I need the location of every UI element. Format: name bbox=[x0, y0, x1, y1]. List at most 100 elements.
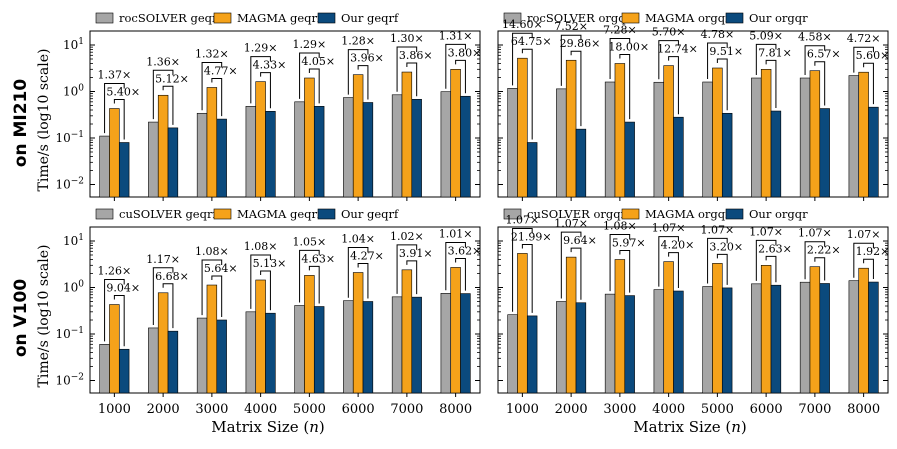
legend-label: Our orgqr bbox=[749, 11, 808, 25]
bar bbox=[556, 301, 567, 394]
speedup-label-upper: 1.07× bbox=[749, 225, 783, 238]
speedup-bracket-upper bbox=[299, 52, 320, 99]
bar bbox=[391, 296, 403, 394]
bar bbox=[118, 348, 130, 394]
chart-mi210-geqrf: 10−2 10−1 100 101 rocSOLVER geqrf MAGMA geqrf… bbox=[55, 11, 481, 201]
speedup-label-upper: 7.28× bbox=[603, 24, 637, 37]
bar bbox=[809, 70, 821, 198]
speedup-bracket-lower bbox=[668, 56, 679, 115]
speedup-label-lower: 5.60× bbox=[856, 49, 890, 62]
chart-mi210-orgqr: rocSOLVER orgqr MAGMA orgqr2 Our orgqr 64.7… bbox=[497, 11, 890, 201]
bar bbox=[721, 112, 733, 198]
speedup-bracket-lower bbox=[455, 257, 466, 291]
plot-frame bbox=[497, 226, 889, 394]
speedup-label-lower: 9.04× bbox=[106, 282, 140, 295]
speedup-label-upper: 1.04× bbox=[341, 233, 375, 246]
speedup-label-lower: 29.86× bbox=[560, 37, 601, 50]
legend-swatch bbox=[95, 12, 114, 24]
speedup-bracket-upper bbox=[755, 239, 777, 281]
bar bbox=[362, 301, 374, 394]
bar bbox=[157, 94, 169, 198]
bar bbox=[294, 305, 305, 394]
legend-swatch bbox=[317, 208, 336, 220]
speedup-label-upper: 1.37× bbox=[98, 69, 132, 82]
speedup-bracket-upper bbox=[804, 241, 826, 280]
bar bbox=[868, 281, 879, 394]
speedup-bracket-upper bbox=[609, 38, 631, 80]
speedup-bracket-upper bbox=[299, 249, 320, 303]
bar bbox=[507, 314, 518, 394]
speedup-label-lower: 6.57× bbox=[807, 48, 841, 61]
speedup-label-upper: 4.58× bbox=[798, 31, 832, 44]
bar bbox=[868, 106, 879, 198]
speedup-bracket-lower bbox=[570, 50, 582, 127]
bar bbox=[255, 279, 266, 394]
speedup-label-lower: 4.20× bbox=[661, 239, 695, 252]
y-tick-label: 10−1 bbox=[55, 130, 84, 145]
speedup-bracket-lower bbox=[211, 275, 223, 318]
speedup-label-lower: 18.00× bbox=[608, 41, 649, 54]
y-tick-label: 100 bbox=[63, 280, 84, 295]
y-tick-label: 101 bbox=[63, 233, 84, 248]
speedup-label-lower: 4.63× bbox=[301, 252, 335, 265]
speedup-bracket-lower bbox=[863, 62, 874, 105]
speedup-bracket-upper bbox=[707, 42, 728, 80]
speedup-label-upper: 1.26× bbox=[98, 265, 132, 278]
speedup-label-lower: 12.74× bbox=[657, 43, 698, 56]
plot-frame bbox=[89, 30, 481, 198]
bar bbox=[450, 267, 461, 394]
x-axis-label-left: Matrix Size (n) bbox=[211, 418, 325, 436]
legend-label: cuSOLVER orgqr bbox=[527, 207, 627, 221]
x-tick-label: 5000 bbox=[701, 402, 734, 417]
bar bbox=[460, 95, 471, 198]
bar bbox=[99, 135, 110, 198]
speedup-bracket-lower bbox=[716, 58, 728, 111]
bar bbox=[450, 69, 461, 198]
y-tick-label: 10−2 bbox=[55, 177, 84, 192]
speedup-label-upper: 1.07× bbox=[798, 227, 832, 240]
speedup-bracket-lower bbox=[308, 68, 320, 104]
bar bbox=[702, 81, 713, 198]
speedup-bracket-lower bbox=[113, 295, 125, 347]
speedup-label-lower: 21.99× bbox=[511, 230, 552, 243]
speedup-bracket-upper bbox=[609, 234, 631, 292]
speedup-label-lower: 3.96× bbox=[350, 52, 384, 65]
speedup-label-upper: 14.60× bbox=[502, 18, 543, 31]
speedup-bracket-lower bbox=[814, 61, 826, 106]
speedup-label-lower: 4.05× bbox=[301, 55, 335, 68]
speedup-bracket-lower bbox=[162, 283, 174, 329]
bar bbox=[216, 319, 227, 394]
bar bbox=[760, 69, 772, 198]
speedup-bracket-lower bbox=[211, 77, 223, 117]
bar bbox=[196, 112, 208, 198]
speedup-label-upper: 1.08× bbox=[195, 245, 229, 258]
speedup-bracket-lower bbox=[570, 247, 582, 300]
bar bbox=[575, 302, 587, 394]
legend-label: MAGMA geqrf bbox=[237, 207, 322, 221]
speedup-label-upper: 1.07× bbox=[506, 213, 540, 226]
speedup-bracket-lower bbox=[619, 54, 631, 120]
bar bbox=[517, 57, 528, 198]
speedup-label-upper: 1.36× bbox=[146, 55, 180, 68]
bar bbox=[526, 142, 538, 198]
bar bbox=[663, 261, 674, 394]
speedup-bracket-lower bbox=[406, 62, 418, 97]
bar bbox=[109, 108, 120, 198]
bar bbox=[352, 272, 364, 394]
bar bbox=[760, 265, 772, 394]
bar bbox=[565, 59, 577, 198]
speedup-bracket-upper bbox=[755, 43, 777, 76]
legend-swatch bbox=[213, 208, 232, 220]
row-label-v100: on V100 bbox=[11, 279, 31, 358]
speedup-label-upper: 1.31× bbox=[439, 29, 473, 42]
speedup-label-lower: 64.75× bbox=[511, 35, 552, 48]
legend-label: MAGMA geqrf bbox=[237, 11, 322, 25]
bar bbox=[809, 266, 821, 394]
bar bbox=[751, 283, 762, 394]
x-axis-label-right: Matrix Size (n) bbox=[633, 418, 747, 436]
legend-label: MAGMA orgqr2 bbox=[645, 207, 738, 221]
legend-label: rocSOLVER orgqr bbox=[527, 11, 632, 25]
speedup-bracket-lower bbox=[162, 85, 174, 125]
speedup-bracket-lower bbox=[113, 99, 125, 140]
speedup-label-upper: 1.05× bbox=[293, 235, 327, 248]
